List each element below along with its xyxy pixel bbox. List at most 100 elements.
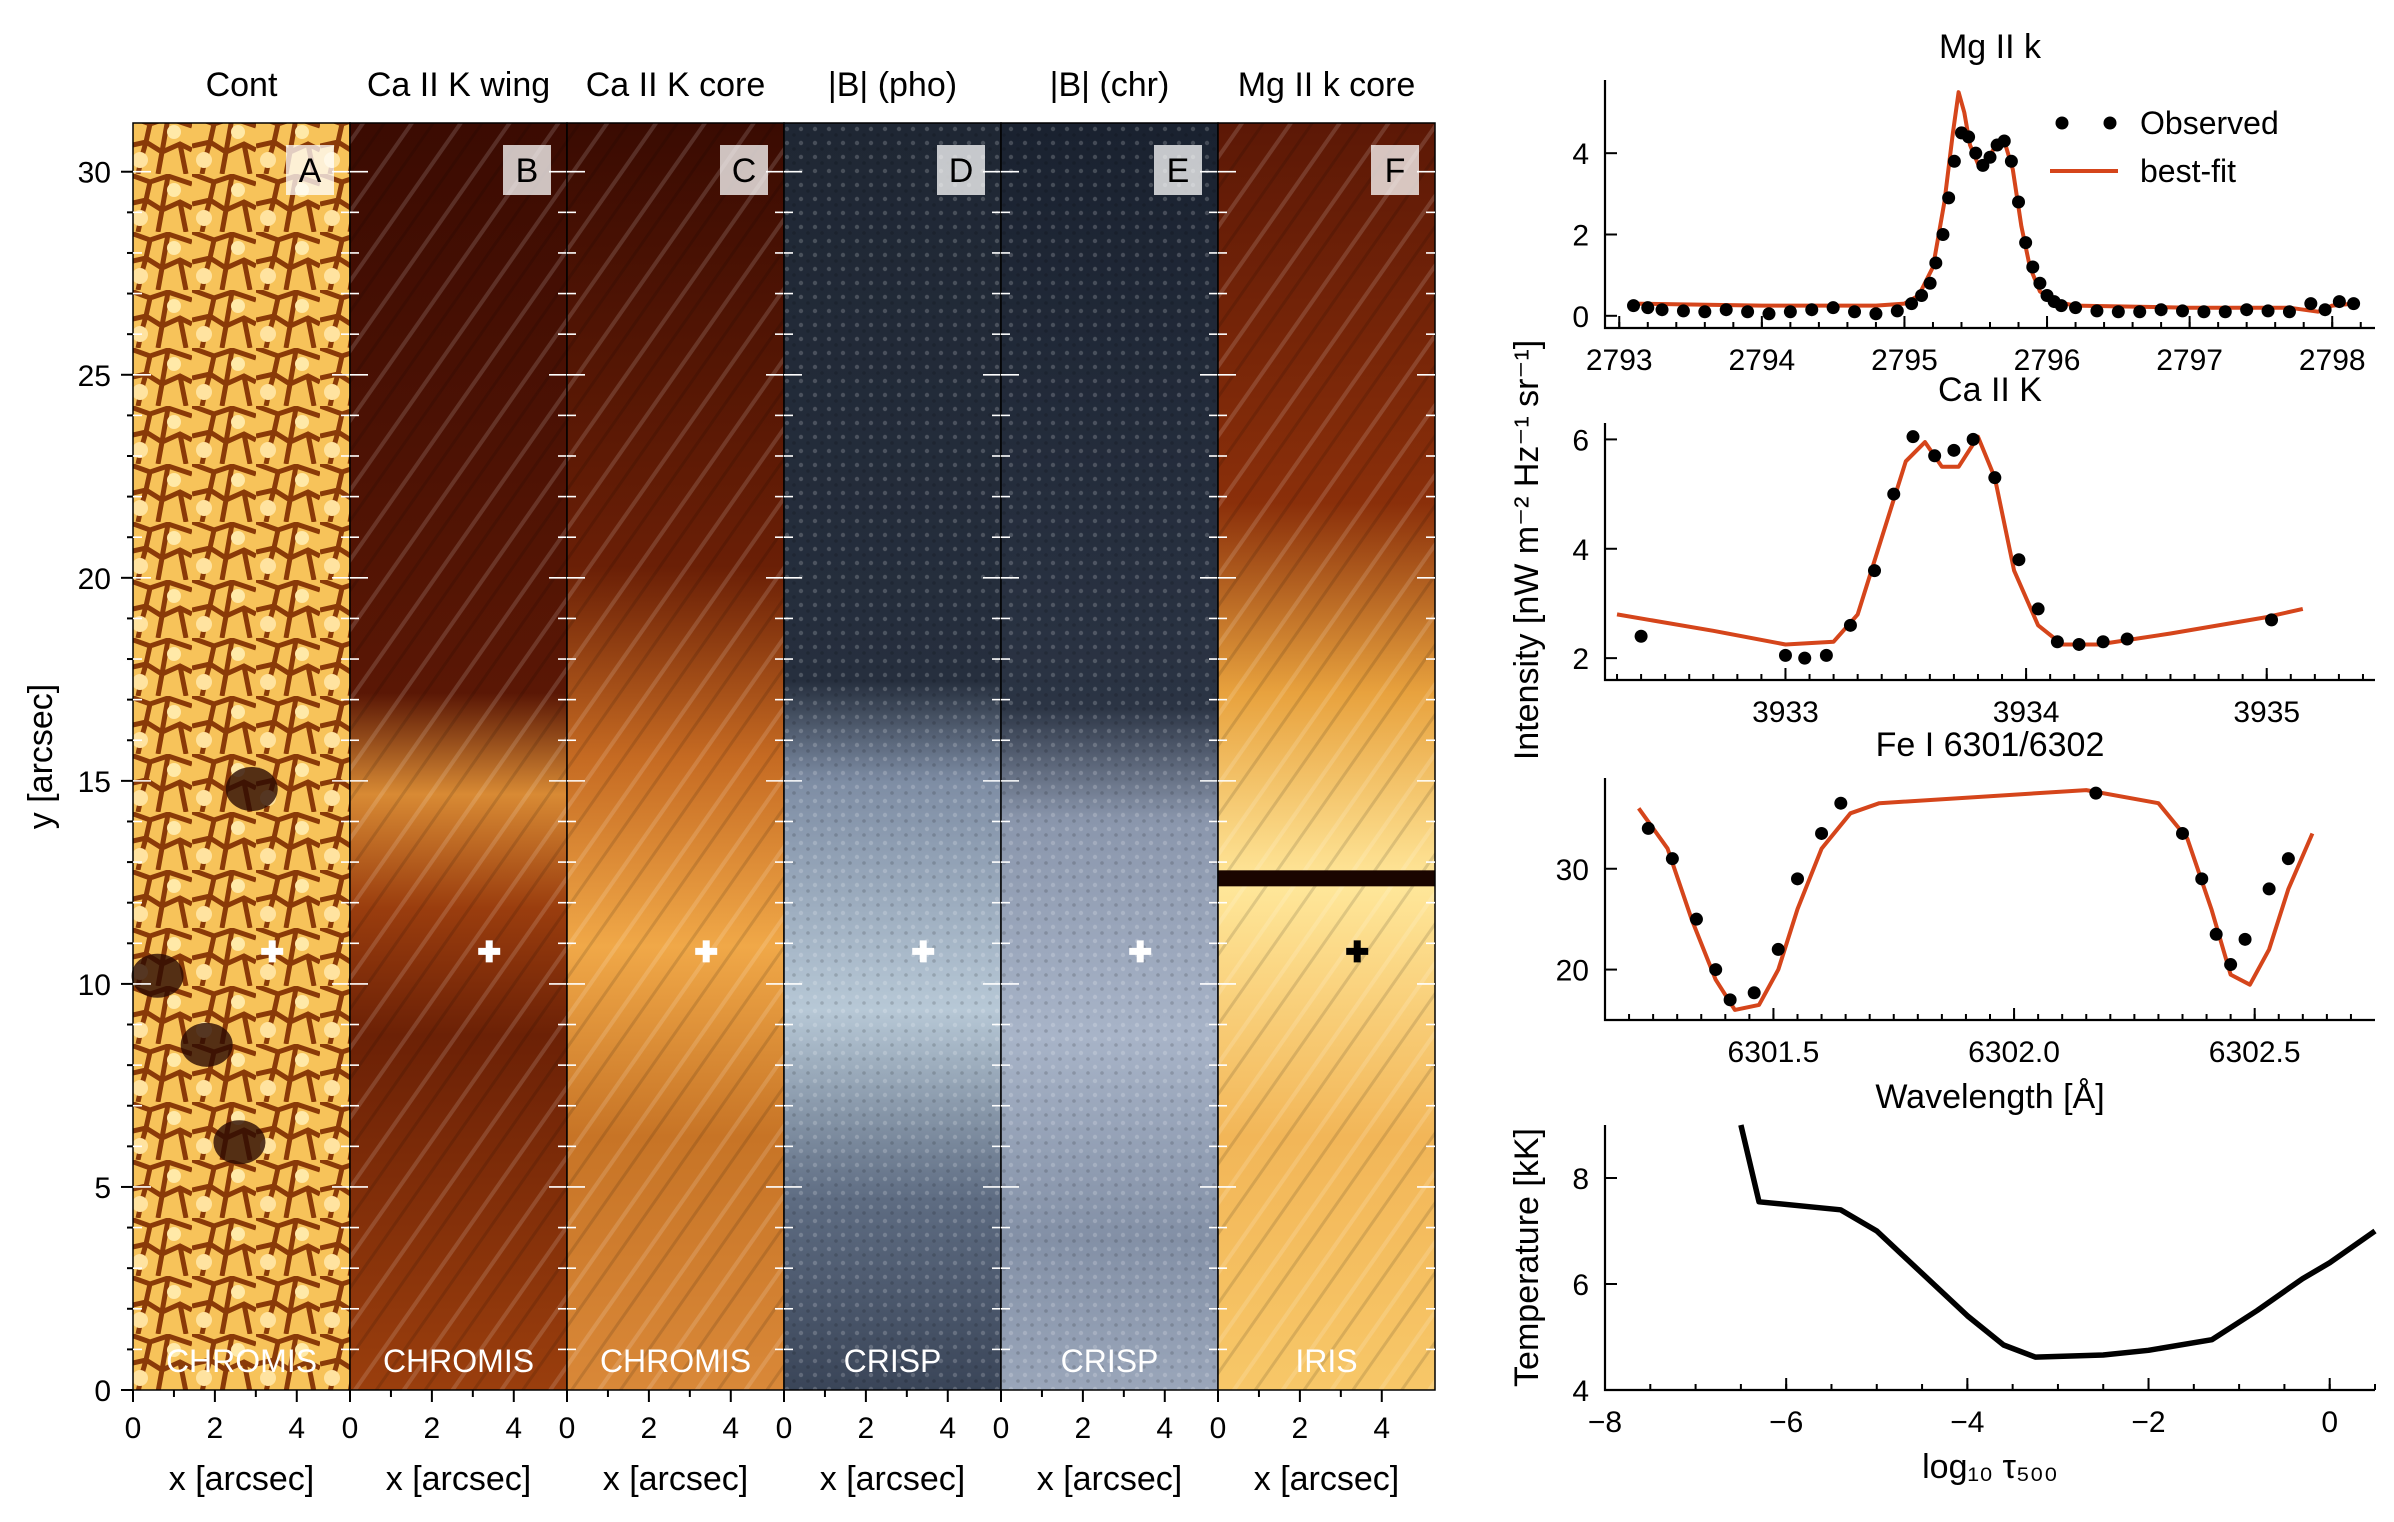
x-tick-label: 3933 <box>1752 696 1819 729</box>
panel-instrument: CHROMIS <box>600 1343 751 1379</box>
x-tick-label: 6302.5 <box>2209 1036 2301 1069</box>
panel-texture <box>567 123 784 1390</box>
axis-spines <box>1603 80 2375 330</box>
image-panel-d: |B| (pho) D CRISP 0 2 4 x [arcsec] <box>776 66 1002 1498</box>
panel-letter: D <box>949 152 974 190</box>
fit-curve <box>1616 434 2304 647</box>
observed-point <box>1942 191 1956 205</box>
panel-instrument: CRISP <box>844 1343 942 1379</box>
shared-x-axis-label: Wavelength [Å] <box>1875 1078 2104 1116</box>
observed-point <box>1723 993 1737 1007</box>
x-tick-label: 3935 <box>2233 696 2300 729</box>
x-tick-label: 2 <box>424 1412 441 1445</box>
y-tick-label: 2 <box>1572 643 1589 676</box>
x-tick-label: 2 <box>641 1412 658 1445</box>
y-tick-label: 30 <box>78 157 111 190</box>
panel-title: Ca II K core <box>586 66 766 104</box>
x-tick-label: −2 <box>2131 1406 2165 1439</box>
observed-point <box>1627 299 1641 313</box>
pore-dark-spot <box>180 1022 233 1067</box>
y-tick-label: 5 <box>94 1172 111 1205</box>
legend-fit-label: best-fit <box>2140 153 2236 189</box>
observed-point <box>1928 449 1942 463</box>
observed-point <box>1771 942 1785 956</box>
image-panel-b: Ca II K wing B CHROMIS 0 2 4 x [arcsec] <box>342 66 568 1498</box>
observed-point <box>2240 303 2254 317</box>
x-tick-label: −6 <box>1769 1406 1803 1439</box>
x-axis-label: x [arcsec] <box>1037 1460 1182 1498</box>
x-tick-label: 2795 <box>1871 344 1938 377</box>
legend-observed-label: Observed <box>2140 105 2279 141</box>
x-tick-label: 0 <box>776 1412 793 1445</box>
observed-point <box>2195 872 2209 886</box>
image-panel-f: Mg II k core F IRIS 0 2 4 x [arcsec] <box>1210 66 1436 1498</box>
observed-point <box>1906 430 1920 444</box>
observed-point <box>2120 632 2134 646</box>
chart-title: Mg II k <box>1939 28 2042 66</box>
observed-point <box>2019 236 2033 250</box>
x-tick-label: 0 <box>342 1412 359 1445</box>
observed-point <box>1915 288 1929 302</box>
x-axis-label: x [arcsec] <box>386 1460 531 1498</box>
observed-point <box>1868 564 1881 578</box>
observed-point <box>2176 826 2189 840</box>
observed-point <box>2154 303 2168 317</box>
chart-4: −8 −6 −4 −2 0 4 6 8 log₁₀ τ₅₀₀ Temperature [kK] <box>1508 1124 2377 1486</box>
observed-point <box>1969 146 1983 160</box>
x-tick-label: 4 <box>1373 1412 1390 1445</box>
observed-point <box>2262 882 2276 896</box>
observed-point <box>1848 305 1862 319</box>
panel-title: Cont <box>206 66 278 104</box>
x-axis-label: x [arcsec] <box>603 1460 748 1498</box>
observed-point <box>1805 303 1819 317</box>
chart-title: Ca II K <box>1938 371 2042 409</box>
observed-point <box>1815 826 1829 840</box>
observed-point <box>1698 305 1712 319</box>
y-tick-label: 15 <box>78 766 111 799</box>
image-panel-a: Cont A CHROMIS 0 2 4 x [arcsec] <box>125 66 351 1498</box>
observed-point <box>1988 471 2002 485</box>
x-tick-label: 4 <box>1156 1412 1173 1445</box>
observed-point <box>2069 301 2083 315</box>
observed-point <box>2332 295 2346 309</box>
panel-texture <box>784 123 1001 1390</box>
x-axis-label: x [arcsec] <box>1254 1460 1399 1498</box>
panel-letter-badge <box>1154 145 1202 195</box>
y-tick-label: 2 <box>1572 219 1589 252</box>
x-tick-label: 4 <box>939 1412 956 1445</box>
y-tick-label: 10 <box>78 969 111 1002</box>
legend-observed-marker <box>2103 116 2117 130</box>
y-tick-label: 8 <box>1572 1163 1589 1196</box>
x-tick-label: 2794 <box>1728 344 1795 377</box>
pore-dark-spot <box>225 766 278 811</box>
observed-point <box>1819 648 1833 662</box>
panel-image <box>133 123 350 1390</box>
observed-point <box>2218 305 2232 319</box>
x-axis-label: x [arcsec] <box>820 1460 965 1498</box>
y-tick-label: 4 <box>1572 534 1589 567</box>
x-tick-label: 3934 <box>1993 696 2060 729</box>
y-tick-label: 6 <box>1572 1269 1589 1302</box>
panel-letter-badge <box>1371 145 1419 195</box>
marker-cross <box>478 940 501 963</box>
y-tick-label: 20 <box>78 563 111 596</box>
observed-point <box>1834 796 1848 810</box>
fit-curve <box>1637 788 2315 1012</box>
marker-cross <box>695 940 718 963</box>
panel-texture <box>350 123 567 1390</box>
observed-point <box>2265 613 2279 627</box>
observed-point <box>1905 297 1919 311</box>
panel-instrument: CRISP <box>1061 1343 1159 1379</box>
image-panel-c: Ca II K core C CHROMIS 0 2 4 x [arcsec] <box>559 66 785 1498</box>
x-tick-label: 2797 <box>2156 344 2223 377</box>
observed-point <box>2012 553 2026 567</box>
observed-point <box>1923 276 1937 290</box>
panel-instrument: CHROMIS <box>383 1343 534 1379</box>
observed-point <box>1929 256 1943 270</box>
panel-instrument: CHROMIS <box>166 1343 317 1379</box>
observed-point <box>1778 648 1792 662</box>
observed-point <box>2090 304 2104 318</box>
marker-cross <box>1129 940 1152 963</box>
legend-observed-marker <box>2055 116 2069 130</box>
observed-point <box>1676 304 1690 318</box>
